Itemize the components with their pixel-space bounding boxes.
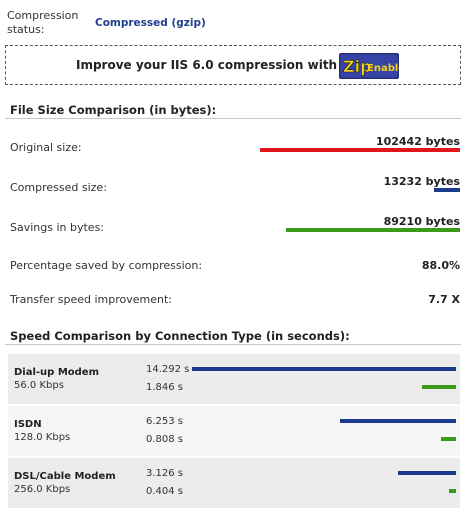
svg-text:Enable: Enable	[367, 63, 399, 74]
connection-kbps: 56.0 Kbps	[14, 380, 64, 391]
uncompressed-time: 6.253 s	[146, 416, 184, 427]
compressed-size-label: Compressed size:	[10, 181, 107, 194]
uncompressed-time: 3.126 s	[146, 468, 184, 479]
transfer-speed-label: Transfer speed improvement:	[10, 293, 172, 306]
uncompressed-time-bar	[340, 419, 456, 423]
file-size-section-divider	[5, 118, 461, 119]
zipenable-logo[interactable]: Zip Enable	[339, 53, 399, 79]
percentage-saved-value: 88.0%	[421, 259, 460, 272]
compression-status-label: Compression status:	[7, 9, 79, 36]
savings-row: Savings in bytes: 89210 bytes	[10, 215, 460, 241]
connection-kbps: 256.0 Kbps	[14, 484, 71, 495]
connection-name: ISDN	[14, 419, 42, 430]
percentage-saved-label: Percentage saved by compression:	[10, 259, 203, 272]
transfer-speed-row: Transfer speed improvement: 7.7 X	[10, 293, 460, 313]
savings-label: Savings in bytes:	[10, 221, 105, 234]
speed-section-title: Speed Comparison by Connection Type (in …	[10, 329, 350, 343]
savings-value: 89210 bytes	[383, 215, 460, 228]
promo-banner[interactable]: Improve your IIS 6.0 compression with Zi…	[5, 45, 461, 85]
original-size-row: Original size: 102442 bytes	[10, 135, 460, 161]
compressed-size-value: 13232 bytes	[383, 175, 460, 188]
compressed-time: 0.404 s	[146, 486, 184, 497]
speed-row-dsl-cable: DSL/Cable Modem 256.0 Kbps 3.126 s 0.404…	[8, 458, 460, 508]
original-size-bar	[260, 148, 460, 152]
compressed-time: 1.846 s	[146, 382, 184, 393]
original-size-label: Original size:	[10, 141, 82, 154]
compression-status-row: Compression status: Compressed (gzip)	[7, 9, 462, 39]
compressed-time-bar	[422, 385, 456, 389]
speed-row-isdn: ISDN 128.0 Kbps 6.253 s 0.808 s	[8, 406, 460, 456]
connection-kbps: 128.0 Kbps	[14, 432, 71, 443]
file-size-section-title: File Size Comparison (in bytes):	[10, 103, 217, 117]
original-size-value: 102442 bytes	[375, 135, 460, 148]
uncompressed-time: 14.292 s	[146, 364, 190, 375]
compressed-time-bar	[449, 489, 456, 493]
compressed-time: 0.808 s	[146, 434, 184, 445]
connection-name: Dial-up Modem	[14, 367, 99, 378]
connection-name: DSL/Cable Modem	[14, 471, 116, 482]
transfer-speed-value: 7.7 X	[428, 293, 460, 306]
uncompressed-time-bar	[192, 367, 456, 371]
percentage-saved-row: Percentage saved by compression: 88.0%	[10, 259, 460, 279]
promo-text: Improve your IIS 6.0 compression with	[76, 58, 338, 72]
compressed-time-bar	[441, 437, 456, 441]
savings-bar	[286, 228, 460, 232]
uncompressed-time-bar	[398, 471, 456, 475]
speed-row-dialup: Dial-up Modem 56.0 Kbps 14.292 s 1.846 s	[8, 354, 460, 404]
compressed-size-bar	[434, 188, 460, 192]
compressed-size-row: Compressed size: 13232 bytes	[10, 175, 460, 201]
compression-status-value: Compressed (gzip)	[95, 17, 206, 29]
svg-text:Zip: Zip	[343, 57, 372, 76]
speed-section-divider	[5, 344, 461, 345]
